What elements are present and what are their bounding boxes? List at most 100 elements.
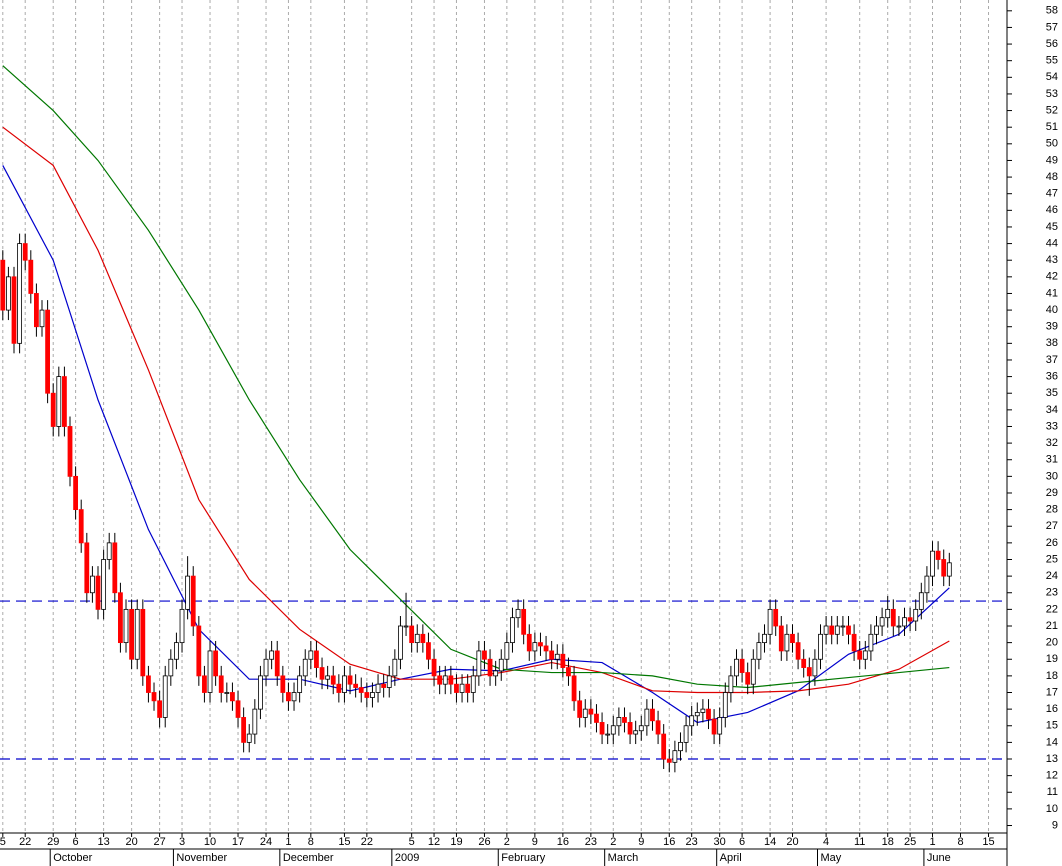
candle-body [549, 650, 555, 660]
candle-body [22, 243, 28, 261]
candle-body [95, 575, 101, 610]
y-tick-label: 44 [1046, 237, 1058, 249]
x-tick-label: 26 [478, 836, 490, 848]
candle-body [459, 683, 465, 693]
candle-body [118, 592, 123, 644]
candle-body [638, 725, 644, 732]
candle-body [179, 608, 185, 644]
candle-body [818, 633, 823, 660]
y-tick-label: 47 [1046, 188, 1058, 200]
candle-body [39, 309, 45, 328]
candle-body [414, 633, 420, 644]
candle-body [756, 642, 762, 660]
candle-body [330, 675, 336, 685]
y-tick-label: 36 [1046, 371, 1058, 383]
candle-body [846, 625, 851, 635]
month-label: May [820, 852, 841, 864]
candle-body [398, 625, 403, 660]
y-tick-label: 42 [1046, 271, 1058, 283]
candle-body [616, 717, 622, 727]
candle-body [476, 650, 482, 677]
candle-body [437, 675, 443, 685]
candle-body [28, 259, 34, 294]
candle-body [896, 625, 902, 628]
candle-body [678, 741, 683, 752]
month-label: March [608, 852, 639, 864]
candle-body [84, 542, 90, 594]
candle-body [336, 683, 342, 693]
candle-body [386, 675, 392, 688]
candle-body [594, 713, 599, 723]
candle-body [364, 692, 370, 698]
candle-body [515, 608, 521, 619]
candle-body [834, 625, 840, 635]
y-tick-label: 37 [1046, 354, 1058, 366]
candle-body [286, 692, 291, 702]
candle-body [134, 608, 140, 660]
y-tick-label: 30 [1046, 470, 1058, 482]
y-tick-label: 31 [1046, 454, 1058, 466]
x-tick-label: 8 [957, 836, 963, 848]
candle-body [274, 650, 280, 677]
candle-body [790, 633, 795, 644]
candle-body [941, 559, 947, 577]
y-tick-label: 34 [1046, 404, 1058, 416]
x-tick-label: 9 [638, 836, 644, 848]
candle-body [62, 376, 67, 427]
candle-body [106, 542, 112, 560]
candle-body [706, 708, 711, 720]
candle-body [196, 625, 202, 677]
candle-body [498, 658, 504, 672]
candle-body [633, 730, 639, 735]
y-tick-label: 38 [1046, 337, 1058, 349]
candle-body [353, 683, 359, 688]
candle-body [823, 625, 829, 635]
candle-body [207, 650, 213, 693]
y-tick-label: 16 [1046, 703, 1058, 715]
candle-body [801, 658, 807, 668]
candle-body [571, 675, 577, 702]
candle-body [426, 642, 431, 660]
candle-body [409, 625, 415, 644]
candle-body [213, 650, 219, 677]
candle-body [269, 650, 275, 660]
x-tick-label: 27 [153, 836, 165, 848]
candle-body [297, 675, 303, 693]
candle-body [420, 633, 426, 644]
y-tick-label: 53 [1046, 88, 1058, 100]
month-label: 2009 [395, 852, 419, 864]
candle-body [56, 376, 62, 427]
x-tick-label: 24 [260, 836, 272, 848]
candle-body [487, 658, 493, 677]
y-tick-label: 11 [1047, 786, 1058, 798]
y-tick-label: 40 [1046, 304, 1058, 316]
candle-body [252, 708, 258, 735]
y-tick-label: 49 [1046, 154, 1058, 166]
candle-body [538, 642, 543, 647]
candle-body [879, 617, 885, 627]
y-tick-label: 21 [1046, 620, 1058, 632]
y-tick-label: 19 [1046, 653, 1058, 665]
candle-body [403, 625, 409, 628]
candle-body [750, 658, 756, 685]
candle-body [778, 625, 784, 652]
candle-body [862, 650, 868, 660]
y-tick-label: 56 [1046, 38, 1058, 50]
y-tick-label: 17 [1046, 686, 1058, 698]
candle-body [694, 712, 700, 717]
y-tick-label: 41 [1046, 287, 1058, 299]
y-tick-label: 14 [1046, 736, 1058, 748]
average-line [2, 126, 950, 694]
candle-body [370, 692, 375, 698]
candle-body [224, 692, 230, 694]
candle-body [717, 717, 723, 735]
x-tick-label: 15 [982, 836, 994, 848]
x-tick-label: 6 [73, 836, 79, 848]
candle-body [375, 683, 381, 693]
candle-body [885, 608, 891, 619]
y-tick-label: 43 [1046, 254, 1058, 266]
month-label: April [720, 852, 742, 864]
y-tick-label: 23 [1046, 587, 1058, 599]
candle-body [151, 692, 157, 702]
